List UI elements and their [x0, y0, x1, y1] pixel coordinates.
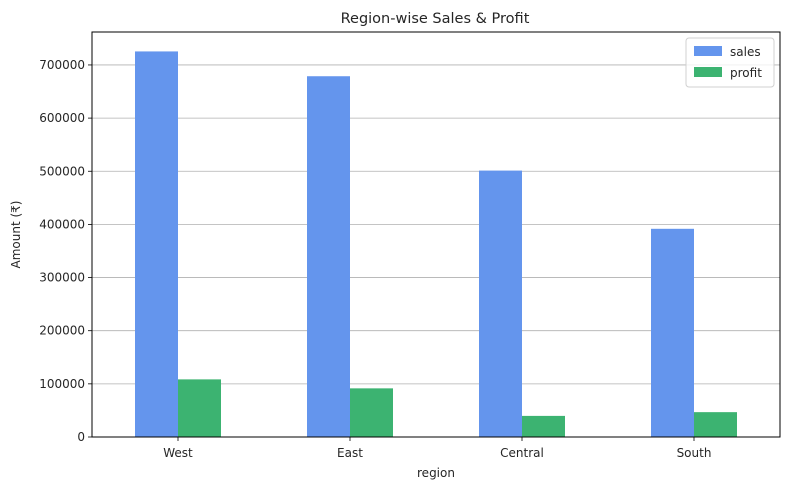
y-tick-label: 200000 — [39, 324, 85, 338]
x-axis-ticks: West East Central South — [163, 437, 711, 460]
x-axis-label: region — [417, 466, 455, 480]
bar-sales — [307, 76, 350, 438]
bar-sales — [651, 228, 694, 437]
x-tick-label: South — [677, 446, 712, 460]
y-tick-label: 400000 — [39, 217, 85, 231]
bar-sales — [135, 51, 178, 437]
y-tick-label: 600000 — [39, 111, 85, 125]
y-tick-label: 300000 — [39, 271, 85, 285]
x-tick-label: East — [337, 446, 363, 460]
y-tick-label: 100000 — [39, 377, 85, 391]
bar-profit — [522, 415, 565, 437]
bars — [135, 51, 737, 438]
legend-label-sales: sales — [730, 45, 761, 59]
legend-label-profit: profit — [730, 66, 762, 80]
y-tick-label: 500000 — [39, 164, 85, 178]
y-tick-label: 700000 — [39, 58, 85, 72]
legend-swatch-profit — [694, 67, 722, 77]
y-axis-label: Amount (₹) — [9, 201, 23, 269]
bar-sales — [479, 170, 522, 438]
bar-profit — [694, 412, 737, 437]
legend: sales profit — [685, 37, 775, 88]
x-tick-label: Central — [500, 446, 544, 460]
x-tick-label: West — [163, 446, 193, 460]
chart-title: Region-wise Sales & Profit — [341, 11, 530, 27]
bar-profit — [178, 379, 221, 437]
legend-swatch-sales — [694, 46, 722, 56]
y-axis-ticks: 0 100000 200000 300000 400000 500000 600000 700… — [39, 58, 92, 444]
plot-frame — [91, 31, 781, 438]
y-tick-label: 0 — [77, 430, 85, 444]
bar-profit — [350, 388, 393, 437]
